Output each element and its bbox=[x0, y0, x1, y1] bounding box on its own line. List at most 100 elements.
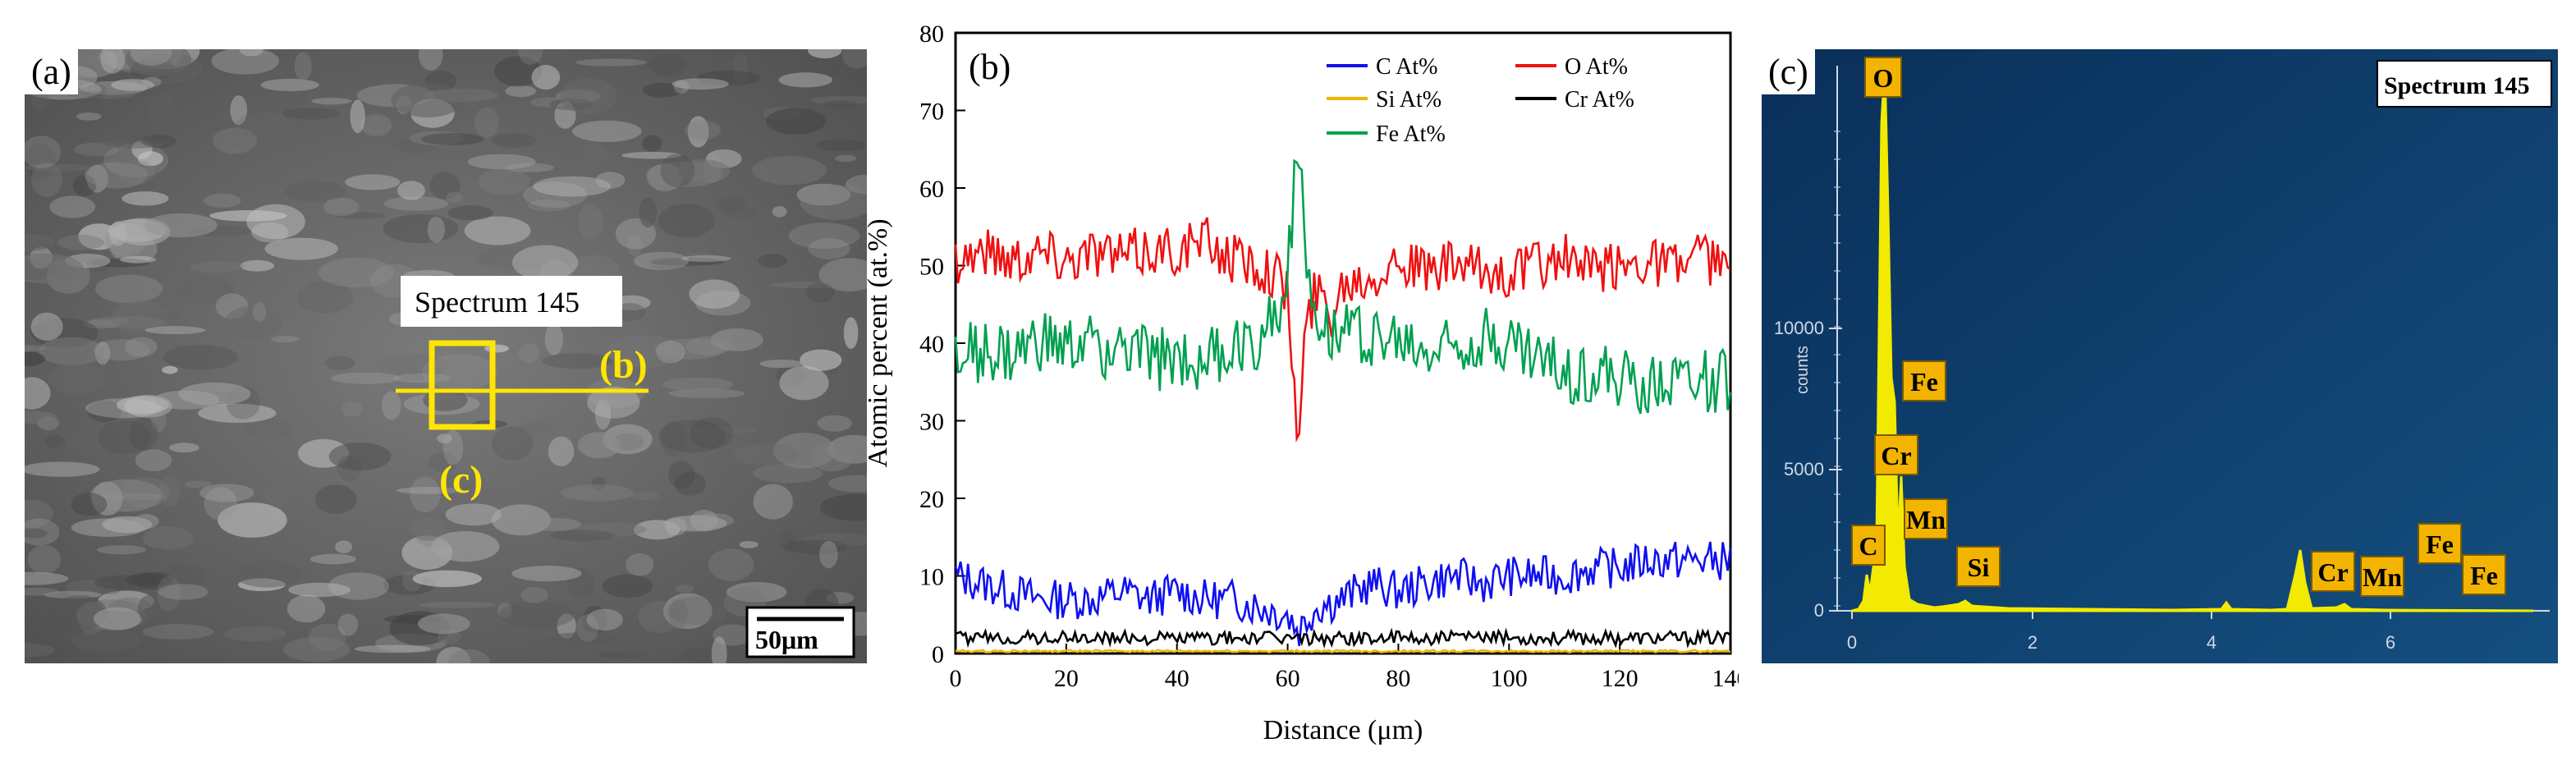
sem-texture-blob bbox=[25, 410, 57, 424]
sem-texture-blob bbox=[633, 251, 690, 271]
panel-a-letter: (a) bbox=[25, 49, 78, 94]
y-axis-label: Atomic percent (at.%) bbox=[867, 218, 893, 467]
sem-texture-blob bbox=[25, 499, 53, 528]
sem-texture-blob bbox=[815, 139, 866, 152]
sem-texture-blob bbox=[512, 245, 579, 281]
sem-texture-blob bbox=[142, 525, 194, 551]
sem-texture-blob bbox=[39, 337, 105, 366]
sem-texture-blob bbox=[687, 116, 709, 148]
element-label-box bbox=[1956, 546, 2001, 587]
sem-texture-blob bbox=[662, 515, 727, 532]
sem-texture-blob bbox=[125, 572, 171, 587]
sem-texture-blob bbox=[819, 540, 838, 569]
sem-texture-blob bbox=[846, 174, 867, 195]
sem-texture-blob bbox=[355, 488, 396, 503]
sem-texture-blob bbox=[133, 514, 159, 530]
eds-y-axis-label: counts bbox=[1794, 346, 1812, 394]
sem-texture-blob bbox=[383, 213, 459, 244]
sem-texture-blob bbox=[82, 319, 121, 329]
sem-texture-blob bbox=[669, 598, 688, 630]
sem-texture-blob bbox=[417, 613, 470, 635]
sem-texture-blob bbox=[120, 255, 157, 264]
sem-texture-blob bbox=[649, 257, 724, 266]
sem-texture-blob bbox=[431, 531, 500, 562]
sem-texture-blob bbox=[778, 72, 833, 88]
sem-texture-blob bbox=[150, 311, 179, 320]
sem-texture-blob bbox=[647, 163, 683, 191]
sem-texture-blob bbox=[587, 386, 640, 419]
sem-texture-blob bbox=[427, 216, 445, 243]
x-tick-label: 80 bbox=[1386, 665, 1410, 692]
sem-texture-blob bbox=[335, 540, 353, 553]
sem-texture-blob bbox=[808, 49, 842, 59]
sem-texture-blob bbox=[96, 545, 147, 555]
sem-texture-blob bbox=[141, 134, 176, 149]
sem-texture-blob bbox=[309, 553, 356, 565]
sem-texture-blob bbox=[354, 644, 431, 653]
sem-texture-blob bbox=[518, 343, 539, 363]
sem-texture-blob bbox=[124, 337, 158, 357]
x-tick-label: 60 bbox=[1276, 665, 1300, 692]
sem-texture-blob bbox=[159, 474, 181, 507]
sem-texture-blob bbox=[264, 479, 292, 509]
sem-texture-blob bbox=[437, 433, 452, 444]
sem-texture-blob bbox=[554, 101, 576, 129]
sem-texture-blob bbox=[286, 594, 326, 623]
sem-texture-blob bbox=[474, 107, 499, 138]
y-tick-label: 80 bbox=[919, 21, 944, 48]
sem-texture-blob bbox=[66, 91, 135, 99]
sem-texture-blob bbox=[739, 541, 759, 548]
sem-texture-blob bbox=[25, 643, 55, 658]
sem-texture-blob bbox=[25, 377, 51, 410]
sem-texture-blob bbox=[418, 49, 443, 71]
sem-texture-blob bbox=[27, 544, 62, 575]
line-scan-chart-panel: 0 10 20 30 40 50 60 70 80 0 20 40 60 80 100 120 140 C A… bbox=[863, 0, 1749, 771]
sem-texture-blob bbox=[135, 449, 172, 472]
sem-texture-blob bbox=[770, 282, 845, 289]
sem-texture-blob bbox=[283, 637, 351, 663]
x-tick-label: 120 bbox=[1602, 665, 1639, 692]
sem-texture-blob bbox=[841, 49, 867, 69]
sem-texture-blob bbox=[190, 261, 245, 273]
sem-texture-blob bbox=[676, 159, 731, 184]
sem-texture-blob bbox=[150, 409, 167, 432]
sem-texture-blob bbox=[549, 99, 594, 111]
sem-texture-blob bbox=[586, 608, 623, 631]
sem-texture-blob bbox=[199, 484, 254, 502]
sem-texture-blob bbox=[137, 594, 161, 623]
sem-texture-blob bbox=[658, 420, 727, 453]
sem-texture-blob bbox=[104, 140, 126, 153]
sem-texture-blob bbox=[817, 415, 852, 432]
sem-texture-blob bbox=[72, 174, 97, 197]
element-label-box bbox=[1904, 498, 1948, 539]
sem-texture-blob bbox=[158, 563, 206, 586]
sem-texture-blob bbox=[144, 326, 206, 335]
sem-texture-blob bbox=[341, 401, 363, 417]
sem-texture-blob bbox=[149, 93, 175, 123]
sem-texture-blob bbox=[25, 528, 48, 539]
sem-texture-blob bbox=[25, 253, 85, 284]
sem-texture-blob bbox=[142, 624, 214, 640]
line-scan-chart: 0 10 20 30 40 50 60 70 80 0 20 40 60 80 100 120 140 C A… bbox=[863, 21, 1749, 745]
sem-texture-blob bbox=[71, 493, 108, 516]
sem-texture-blob bbox=[102, 516, 153, 534]
sem-texture-blob bbox=[25, 143, 57, 180]
element-label: Cr bbox=[1881, 441, 1911, 470]
sem-texture-blob bbox=[412, 570, 482, 588]
sem-texture-blob bbox=[551, 530, 616, 541]
eds-y-tick-label: 10000 bbox=[1774, 318, 1824, 338]
sem-texture-blob bbox=[134, 135, 173, 144]
sem-texture-blob bbox=[91, 481, 123, 516]
sem-texture-blob bbox=[685, 336, 732, 355]
sem-texture-blob bbox=[178, 382, 251, 406]
sem-texture-blob bbox=[100, 49, 125, 74]
element-label-box bbox=[1874, 434, 1918, 475]
sem-texture-blob bbox=[115, 160, 155, 185]
spectrum-label-bg bbox=[401, 276, 622, 327]
sem-texture-blob bbox=[49, 195, 96, 218]
sem-texture-blob bbox=[689, 279, 740, 310]
sem-texture-blob bbox=[94, 342, 111, 365]
panel-b-letter: (b) bbox=[969, 47, 1011, 87]
sem-texture-blob bbox=[733, 443, 798, 465]
element-label: Cr bbox=[2317, 557, 2348, 587]
